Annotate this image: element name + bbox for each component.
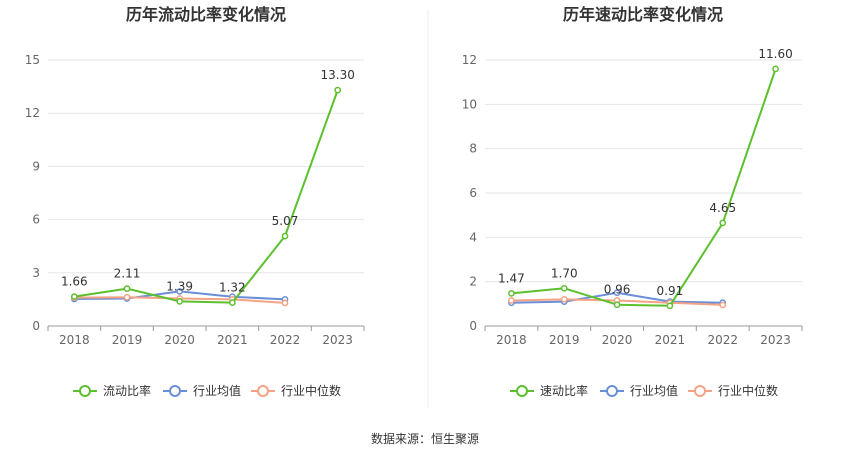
data-point-main <box>228 299 236 306</box>
data-label: 0.91 <box>657 284 684 298</box>
x-tick-label: 2020 <box>602 333 633 347</box>
data-point-main <box>508 290 515 297</box>
data-point-main <box>123 285 131 292</box>
data-label: 2.11 <box>114 267 141 281</box>
x-tick-label: 2020 <box>164 333 195 347</box>
y-tick-label: 8 <box>469 142 477 156</box>
x-tick-label: 2022 <box>270 333 301 347</box>
chart-title: 历年流动比率变化情况 <box>126 5 286 24</box>
data-source: 数据来源：恒生聚源 <box>371 431 479 446</box>
y-tick-label: 6 <box>32 213 40 227</box>
data-point-avg <box>613 289 621 297</box>
data-label: 1.47 <box>498 271 525 285</box>
x-tick-label: 2021 <box>655 333 686 347</box>
data-point-main <box>560 284 568 292</box>
y-tick-label: 0 <box>32 319 40 333</box>
legend-label-median: 行业中位数 <box>281 383 341 398</box>
data-point-main <box>176 298 184 305</box>
current-ratio-chart: 历年流动比率变化情况 0 3 6 9 12 15 2018 2019 2020 2021 2022 20… <box>25 5 365 398</box>
legend-label-avg: 行业均值 <box>193 383 241 398</box>
quick-ratio-chart: 历年速动比率变化情况 0 2 4 6 8 10 12 2018 2019 2020 2021 2022 2… <box>462 5 803 398</box>
data-label: 1.66 <box>61 275 88 289</box>
legend-marker-median <box>257 385 269 397</box>
data-point-main <box>719 219 727 227</box>
data-label: 0.96 <box>604 283 631 297</box>
data-point-main <box>772 65 779 73</box>
x-tick-label: 2021 <box>217 333 248 347</box>
x-tick-label: 2018 <box>59 333 90 347</box>
data-point-avg <box>176 288 184 295</box>
legend-label-main: 速动比率 <box>540 383 588 398</box>
y-tick-label: 10 <box>462 97 477 111</box>
y-tick-label: 12 <box>462 53 477 67</box>
legend-label-avg: 行业均值 <box>630 383 678 398</box>
data-point-median <box>560 296 568 303</box>
x-tick-label: 2018 <box>496 333 527 347</box>
x-tick-label: 2023 <box>322 333 353 347</box>
y-tick-label: 0 <box>469 319 477 333</box>
data-point-median <box>123 293 131 301</box>
data-label: 1.32 <box>219 281 246 295</box>
series-line-main <box>74 89 339 304</box>
data-label: 1.39 <box>166 279 193 293</box>
data-point-main <box>281 232 289 240</box>
data-label: 11.60 <box>758 47 792 61</box>
data-point-main <box>666 302 674 310</box>
legend-marker-main <box>79 385 91 397</box>
x-tick-label: 2019 <box>112 333 143 347</box>
series-line-main <box>511 68 777 307</box>
y-tick-label: 9 <box>32 159 40 173</box>
data-label: 1.70 <box>551 266 578 280</box>
data-label: 5.07 <box>272 214 299 228</box>
y-tick-label: 4 <box>469 230 477 244</box>
y-tick-label: 15 <box>25 53 40 67</box>
x-tick-label: 2019 <box>549 333 580 347</box>
y-tick-label: 12 <box>25 106 40 120</box>
data-label: 13.30 <box>320 68 354 82</box>
legend-label-main: 流动比率 <box>103 383 151 398</box>
y-tick-label: 2 <box>469 275 477 289</box>
legend-marker-main <box>516 385 528 397</box>
chart-title: 历年速动比率变化情况 <box>563 5 723 24</box>
data-point-median <box>508 297 515 304</box>
data-point-median <box>281 299 289 307</box>
data-point-main <box>334 86 342 94</box>
x-tick-label: 2023 <box>760 333 791 347</box>
y-tick-label: 6 <box>469 186 477 200</box>
data-point-main <box>613 301 621 309</box>
legend-marker-avg <box>169 385 181 397</box>
data-point-main <box>70 293 78 300</box>
legend-marker-avg <box>606 385 618 397</box>
legend-label-median: 行业中位数 <box>718 383 778 398</box>
data-label: 4.65 <box>709 201 736 215</box>
legend-marker-median <box>694 385 706 397</box>
data-point-median <box>719 301 727 309</box>
x-tick-label: 2022 <box>707 333 738 347</box>
y-tick-label: 3 <box>32 266 40 280</box>
